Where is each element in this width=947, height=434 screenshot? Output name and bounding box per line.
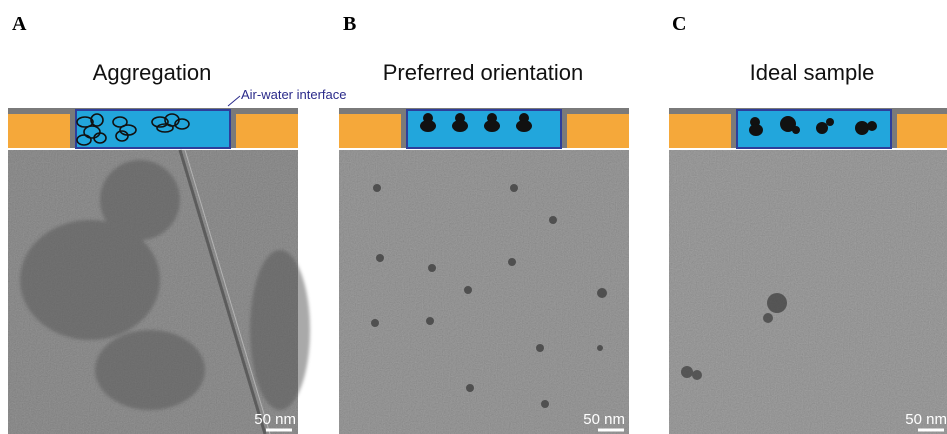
micrograph: 50 nm — [669, 150, 947, 434]
micrograph: 50 nm — [8, 149, 310, 434]
panel-letter: A — [12, 13, 27, 35]
grid-diagram — [669, 108, 947, 149]
panel-b: B Preferred orientation 50 n — [339, 13, 629, 434]
grid-diagram: Air-water interface — [8, 87, 346, 149]
micrograph: 50 nm — [339, 150, 629, 434]
panel-a: A Aggregation Air-water interface — [8, 13, 346, 434]
panel-title: Ideal sample — [750, 60, 875, 85]
panel-c: C Ideal sample 50 nm — [669, 13, 947, 434]
panel-title: Aggregation — [93, 60, 212, 85]
panel-title: Preferred orientation — [383, 60, 584, 85]
scale-bar-label: 50 nm — [583, 411, 625, 428]
annotation: Air-water interface — [241, 87, 346, 102]
grid-diagram — [339, 108, 629, 149]
scale-bar-label: 50 nm — [254, 411, 296, 428]
panel-letter: B — [343, 13, 356, 35]
panel-letter: C — [672, 13, 686, 35]
scale-bar-label: 50 nm — [905, 411, 947, 428]
